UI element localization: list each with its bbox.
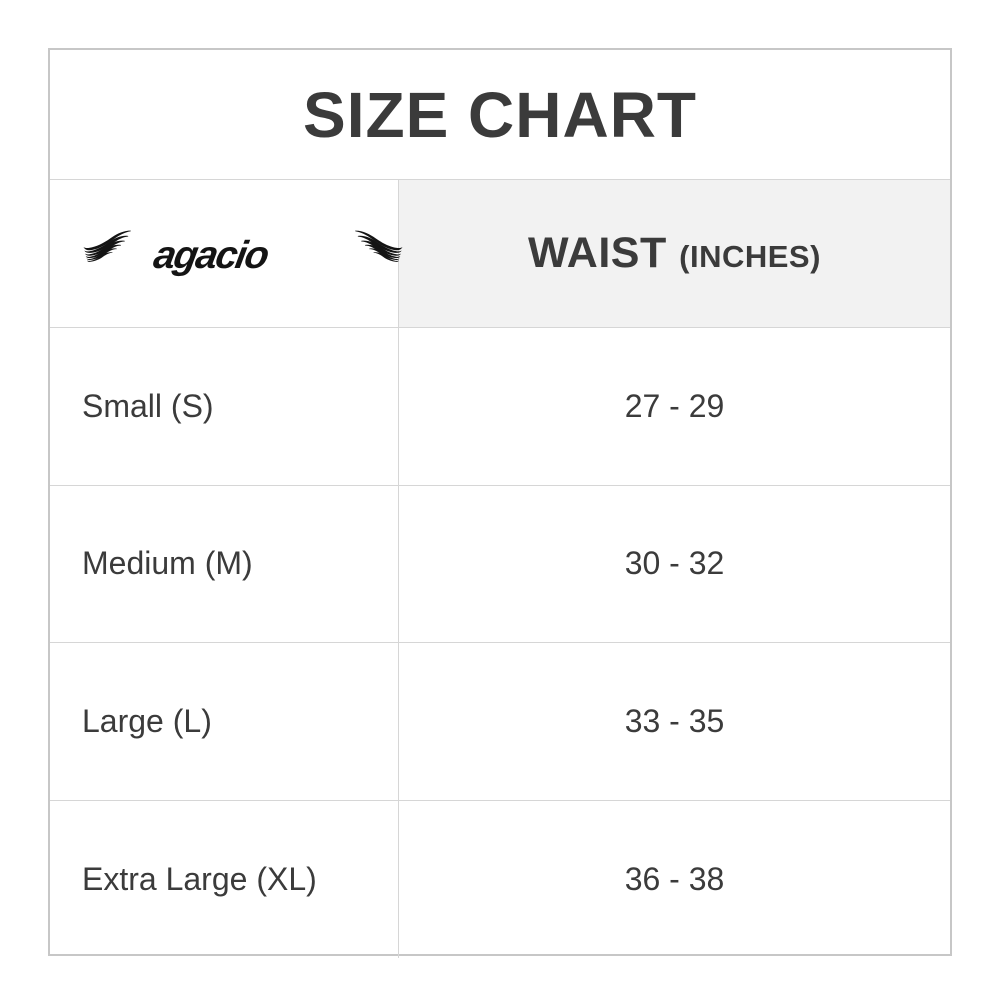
svg-text:agacio: agacio bbox=[151, 233, 272, 277]
